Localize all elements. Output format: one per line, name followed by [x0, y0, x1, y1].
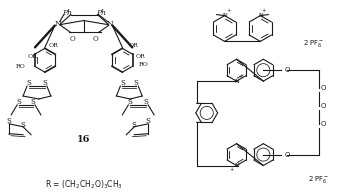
Text: O: O — [284, 152, 290, 158]
Text: S: S — [134, 79, 139, 87]
Text: +: + — [229, 168, 234, 173]
Text: Ph: Ph — [96, 9, 106, 17]
Text: S: S — [42, 79, 47, 87]
Text: 2 PF$_6^-$: 2 PF$_6^-$ — [303, 38, 325, 49]
Text: 16: 16 — [77, 135, 90, 144]
Text: OR: OR — [128, 43, 138, 48]
Text: O: O — [70, 35, 76, 43]
Text: N: N — [107, 20, 114, 27]
Text: RO: RO — [138, 62, 148, 67]
Text: R = (CH$_2$CH$_2$O)$_3$CH$_3$: R = (CH$_2$CH$_2$O)$_3$CH$_3$ — [45, 178, 123, 191]
Text: S: S — [21, 121, 26, 129]
Text: S: S — [17, 98, 22, 106]
Text: S: S — [120, 79, 125, 87]
Text: N: N — [222, 13, 227, 18]
Text: N: N — [234, 163, 239, 168]
Text: N: N — [258, 13, 263, 18]
Text: O: O — [321, 121, 326, 127]
Text: OR: OR — [135, 54, 145, 59]
Text: N: N — [234, 79, 239, 84]
Text: O: O — [321, 85, 326, 91]
Text: +: + — [262, 8, 266, 13]
Text: S: S — [7, 117, 12, 125]
Text: S: S — [128, 98, 133, 106]
Text: Ph: Ph — [62, 9, 72, 17]
Text: S: S — [132, 121, 137, 129]
Text: S: S — [144, 98, 149, 106]
Text: +: + — [226, 8, 230, 13]
Text: O: O — [284, 67, 290, 73]
Text: S: S — [146, 117, 150, 125]
Text: 2 PF$_6^-$: 2 PF$_6^-$ — [308, 174, 330, 185]
Text: OR: OR — [49, 43, 58, 48]
Text: N: N — [54, 20, 61, 27]
Text: OR: OR — [27, 54, 37, 59]
Text: +: + — [238, 74, 242, 79]
Text: O: O — [321, 103, 326, 109]
Text: O: O — [93, 35, 98, 43]
Text: S: S — [27, 79, 31, 87]
Text: RO: RO — [15, 64, 25, 69]
Text: S: S — [30, 98, 36, 106]
